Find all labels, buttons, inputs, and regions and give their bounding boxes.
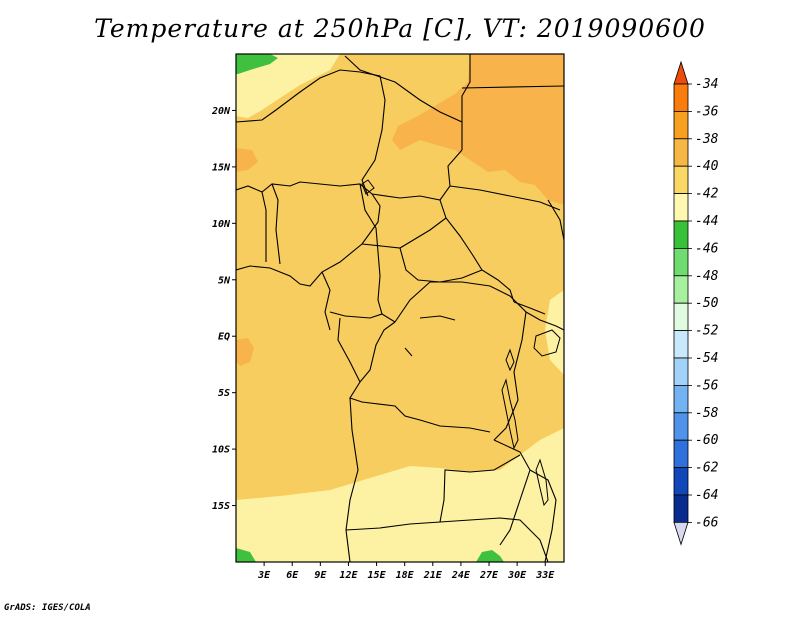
longitude-axis: 3E 6E 9E 12E 15E 18E 21E 24E 27E 30E 33E <box>257 562 555 581</box>
colorbar-label: -52 <box>695 324 719 339</box>
lon-tick-label: 3E <box>257 570 271 581</box>
colorbar-swatch <box>673 467 689 496</box>
colorbar-label: -34 <box>695 77 718 92</box>
colorbar-swatch <box>673 193 689 222</box>
lake-victoria <box>533 329 561 357</box>
colorbar-swatch <box>673 439 689 469</box>
colorbar-swatch <box>673 138 689 167</box>
colorbar-label: -66 <box>695 515 719 530</box>
lat-tick-label: 15N <box>212 162 231 173</box>
lat-tick-label: 5N <box>218 275 231 286</box>
colorbar-swatch <box>673 220 689 249</box>
lat-tick-label: 5S <box>218 388 230 399</box>
colorbar-label: -40 <box>695 159 719 174</box>
colorbar-label: -48 <box>695 269 719 284</box>
field-cold-green-nw <box>236 54 278 74</box>
lat-tick-label: 20N <box>211 106 231 117</box>
colorbar-label: -58 <box>695 406 719 421</box>
colorbar-top-triangle <box>673 60 689 85</box>
latitude-axis: 20N 15N 10N 5N EQ 5S 10S 15S <box>211 106 236 512</box>
lat-tick-label: 10N <box>212 219 231 230</box>
lon-tick-label: 21E <box>423 570 443 581</box>
colorbar-label: -60 <box>695 433 719 448</box>
colorbar-bottom-triangle <box>673 522 689 546</box>
colorbar-swatch <box>673 247 689 277</box>
colorbar-label: -50 <box>695 296 719 311</box>
colorbar-label: -62 <box>695 461 719 476</box>
lon-tick-label: 33E <box>535 570 555 581</box>
colorbar-swatch <box>673 275 689 304</box>
field-cold-green-sw <box>236 548 256 562</box>
colorbar-swatch <box>673 302 689 332</box>
colorbar-swatch <box>673 412 689 441</box>
lake-chad <box>361 179 375 195</box>
colorbar-label: -36 <box>695 104 719 119</box>
colorbar-label: -56 <box>695 378 719 393</box>
lon-tick-label: 15E <box>368 570 387 581</box>
colorbar-swatch <box>673 330 689 359</box>
plot-frame <box>235 53 565 563</box>
lake-tanganyika <box>501 378 519 450</box>
colorbar-label: -64 <box>695 488 718 503</box>
field-cold-green-se <box>476 550 504 562</box>
lake-kivu <box>505 348 515 372</box>
colorbar-swatch <box>673 83 689 112</box>
lat-tick-label: EQ <box>218 332 230 343</box>
field-cool-northwest <box>236 54 340 118</box>
lon-tick-label: 18E <box>396 570 415 581</box>
lake-malawi <box>535 458 549 507</box>
colorbar: -34 -36 -38 -40 -42 -44 -46 -48 -50 -52 -54 -56 -58 -… <box>673 60 719 546</box>
grads-credit: GrADS: IGES/COLA <box>4 603 91 613</box>
lon-tick-label: 24E <box>451 570 471 581</box>
lat-tick-label: 10S <box>212 445 230 456</box>
map-title: Temperature at 250hPa [C], VT: 201909060… <box>94 14 706 43</box>
temperature-field <box>236 54 564 562</box>
lon-tick-label: 27E <box>479 570 499 581</box>
colorbar-swatch <box>673 384 689 414</box>
lon-tick-label: 9E <box>314 570 327 581</box>
colorbar-swatch <box>673 357 689 386</box>
field-warm-west <box>236 338 254 366</box>
lakes <box>361 179 561 507</box>
colorbar-swatch <box>673 111 689 140</box>
colorbar-label: -38 <box>695 132 719 147</box>
colorbar-label: -42 <box>695 187 719 202</box>
colorbar-label: -54 <box>695 351 718 366</box>
colorbar-swatch <box>673 494 689 523</box>
field-warm-west2 <box>236 148 258 172</box>
field-cool-south <box>236 428 564 562</box>
lon-tick-label: 30E <box>507 570 527 581</box>
field-warm-northeast <box>392 54 564 205</box>
lon-tick-label: 6E <box>286 570 299 581</box>
lon-tick-label: 12E <box>339 570 358 581</box>
country-borders <box>236 54 564 562</box>
colorbar-label: -46 <box>695 241 719 256</box>
lat-tick-label: 15S <box>212 501 230 512</box>
colorbar-swatch <box>673 165 689 194</box>
colorbar-label: -44 <box>695 214 718 229</box>
